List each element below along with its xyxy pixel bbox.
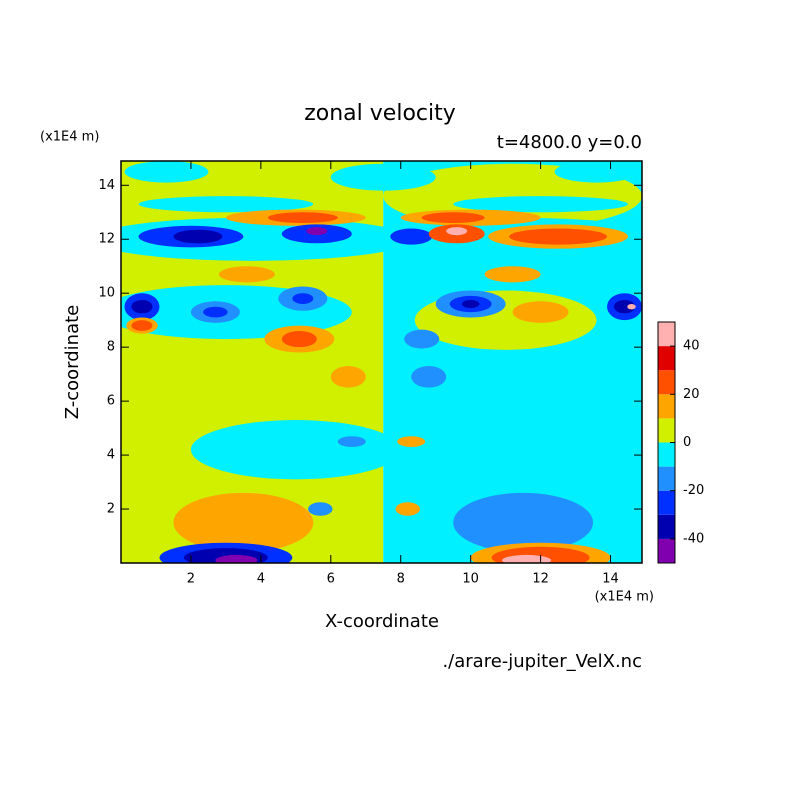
x-tick-label: 14: [602, 572, 619, 587]
contour-blob: [554, 161, 639, 183]
colorbar-tick-label: 40: [683, 339, 700, 354]
y-tick-label: 14: [98, 178, 115, 193]
x-tick-label: 8: [397, 572, 405, 587]
contour-blob: [461, 299, 480, 309]
contour-blob: [337, 436, 366, 447]
contour-blob: [267, 212, 338, 224]
contour-blob: [215, 554, 258, 563]
x-tick-label: 2: [187, 572, 195, 587]
contour-blob: [218, 266, 275, 283]
contour-blob: [131, 320, 153, 331]
contour-blob: [509, 228, 608, 245]
contour-blob: [453, 196, 629, 213]
colorbar-swatch: [658, 514, 675, 539]
source-file: ./arare-jupiter_VelX.nc: [442, 651, 642, 672]
contour-blob: [173, 229, 223, 244]
contour-blob: [190, 420, 401, 480]
contour-blob: [330, 366, 366, 388]
x-tick-label: 6: [327, 572, 335, 587]
contour-blob: [203, 306, 228, 318]
contour-blob: [421, 212, 485, 224]
colorbar-swatch: [658, 418, 675, 443]
x-tick-label: 4: [257, 572, 265, 587]
colorbar-swatch: [658, 346, 675, 371]
x-axis-label: X-coordinate: [325, 611, 439, 632]
contour-blob: [173, 492, 314, 553]
contour-blob: [411, 366, 447, 388]
y-tick-label: 10: [98, 286, 115, 301]
contour-blob: [308, 502, 333, 516]
colorbar-swatch: [658, 490, 675, 515]
contour-blob: [502, 554, 552, 563]
contour-blob: [124, 161, 209, 183]
contour-blob: [131, 299, 153, 314]
contour-blob: [446, 227, 468, 236]
y-tick-label: 12: [98, 232, 115, 247]
contour-blob: [390, 228, 433, 245]
x-unit: (x1E4 m): [595, 590, 654, 605]
y-tick-label: 8: [107, 340, 115, 355]
colorbar-tick-label: -20: [683, 483, 704, 498]
contour-blob: [292, 293, 314, 304]
contour-blob: [627, 303, 636, 310]
contour-blob: [614, 299, 636, 314]
colorbar-swatch: [658, 466, 675, 491]
colorbar-tick-label: 0: [683, 435, 691, 450]
y-tick-label: 6: [107, 394, 115, 409]
y-tick-label: 2: [107, 502, 115, 517]
contour-blob: [306, 227, 328, 236]
y-tick-label: 4: [107, 448, 115, 463]
colorbar-swatch: [658, 322, 675, 347]
contour-blob: [330, 163, 436, 191]
x-tick-label: 10: [462, 572, 479, 587]
colorbar-swatch: [658, 394, 675, 419]
contour-blob: [395, 502, 420, 516]
colorbar-swatch: [658, 442, 675, 467]
plot-frame: [120, 160, 643, 564]
chart-title: zonal velocity: [304, 101, 456, 126]
contour-blob: [484, 266, 541, 283]
y-unit: (x1E4 m): [40, 130, 99, 145]
contour-blob: [404, 329, 440, 349]
y-axis-label: Z-coordinate: [62, 305, 83, 420]
colorbar-swatch: [658, 538, 675, 563]
colorbar-swatch: [658, 370, 675, 395]
colorbar-tick-label: 20: [683, 387, 700, 402]
contour-blob: [512, 301, 569, 323]
contour-blob: [138, 196, 314, 213]
contour-field: [121, 161, 642, 563]
contour-blob: [397, 436, 426, 447]
x-tick-label: 12: [532, 572, 549, 587]
contour-blob: [281, 330, 317, 348]
chart-subtitle: t=4800.0 y=0.0: [497, 132, 642, 153]
contour-blob: [453, 492, 594, 553]
colorbar-tick-label: -40: [683, 531, 704, 546]
